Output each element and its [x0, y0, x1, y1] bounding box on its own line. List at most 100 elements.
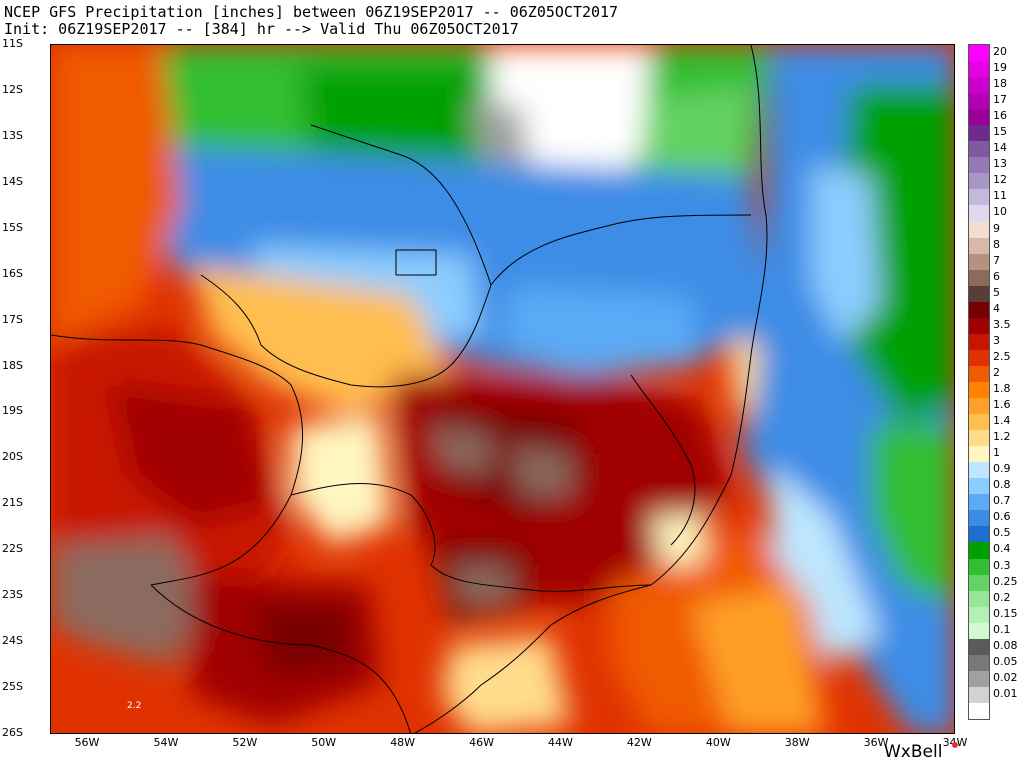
legend-label: 3.5: [993, 317, 1011, 331]
legend-swatch: [969, 333, 989, 351]
legend-label: 17: [993, 93, 1007, 107]
state-border-2: [200, 274, 492, 388]
legend-swatch: [969, 446, 989, 463]
lon-label: 54W: [153, 736, 179, 749]
legend-swatch: [969, 670, 989, 688]
legend-swatch: [969, 558, 989, 576]
legend-swatch: [969, 430, 989, 447]
legend-swatch: [969, 93, 989, 110]
legend-swatch: [969, 221, 989, 239]
legend-swatch: [969, 510, 989, 527]
state-border-6: [490, 214, 752, 286]
legend-swatch: [969, 574, 989, 592]
lon-label: 36W: [863, 736, 889, 749]
legend-swatch: [969, 125, 989, 142]
legend-label: 1.8: [993, 382, 1011, 395]
precip-field: [51, 45, 954, 733]
legend-swatch: [969, 365, 989, 383]
precipitation-map-svg: [51, 45, 954, 733]
legend-label: 0.02: [993, 670, 1018, 684]
lat-label: 16S: [2, 266, 23, 280]
legend-swatch: [969, 61, 989, 78]
state-border-4: [150, 494, 292, 586]
legend-label: 0.1: [993, 622, 1011, 636]
lat-label: 12S: [2, 82, 23, 96]
legend-swatch: [969, 189, 989, 206]
lat-label: 15S: [2, 220, 23, 234]
legend-swatch: [969, 414, 989, 431]
legend-label: 0.25: [993, 574, 1018, 588]
legend-swatch: [969, 606, 989, 624]
lat-label: 14S: [2, 174, 23, 188]
state-border-3: [290, 482, 652, 592]
legend-label: 0.15: [993, 606, 1018, 620]
legend-swatch: [969, 398, 989, 415]
legend-swatch: [969, 173, 989, 190]
legend-label: 3: [993, 333, 1000, 347]
legend-swatch: [969, 45, 989, 62]
legend-label: 8: [993, 237, 1000, 251]
legend-label: 19: [993, 61, 1007, 75]
lat-label: 13S: [2, 128, 23, 142]
legend-label: 11: [993, 189, 1007, 203]
lon-label: 42W: [626, 736, 652, 749]
legend-swatch: [969, 269, 989, 287]
legend-swatch: [969, 702, 989, 720]
legend-swatch: [969, 253, 989, 271]
map-subtitle: Init: 06Z19SEP2017 -- [384] hr --> Valid…: [4, 20, 519, 38]
logo-dot-icon: [952, 742, 958, 748]
legend-label: 2: [993, 365, 1000, 379]
legend-label: 0.05: [993, 654, 1018, 668]
legend-swatch: [969, 494, 989, 511]
legend-label: 9: [993, 221, 1000, 235]
legend-label: 2.5: [993, 349, 1011, 363]
legend-label: 1: [993, 446, 1000, 460]
legend-label: 0.2: [993, 590, 1011, 604]
legend-label: 0.6: [993, 510, 1011, 524]
point-value-label: 2.2: [127, 701, 142, 711]
legend-label: 0.3: [993, 558, 1011, 572]
legend-label: 14: [993, 141, 1007, 155]
legend-swatch: [969, 686, 989, 704]
legend-swatch: [969, 654, 989, 672]
lon-label: 44W: [548, 736, 573, 749]
legend-swatch: [969, 141, 989, 158]
legend-label: 0.01: [993, 686, 1018, 700]
lon-label: 52W: [232, 736, 258, 749]
legend-label: 0.9: [993, 462, 1011, 476]
lon-label: 48W: [390, 736, 416, 749]
legend-swatch: [969, 77, 989, 94]
legend-swatch: [969, 478, 989, 495]
legend-label: 20: [993, 45, 1007, 58]
boundaries: [51, 45, 768, 733]
legend-label: 1.6: [993, 398, 1011, 412]
lat-label: 18S: [2, 358, 23, 372]
federal-district: [395, 249, 437, 276]
legend-swatch: [969, 526, 989, 543]
map-title: NCEP GFS Precipitation [inches] between …: [4, 3, 619, 21]
state-border-8: [630, 374, 696, 546]
legend-swatch: [969, 285, 989, 303]
precipitation-map[interactable]: [50, 44, 955, 734]
state-border-1: [51, 334, 303, 496]
legend-label: 6: [993, 269, 1000, 283]
state-border-5: [150, 584, 411, 733]
lat-label: 22S: [2, 542, 23, 556]
legend-label: 0.5: [993, 526, 1011, 540]
legend-swatch: [969, 638, 989, 656]
lon-label: 50W: [311, 736, 337, 749]
legend-swatch: [969, 205, 989, 223]
legend-label: 0.7: [993, 494, 1011, 508]
legend-swatch: [969, 542, 989, 560]
legend-label: 12: [993, 173, 1007, 187]
color-legend: [968, 44, 990, 720]
legend-label: 4: [993, 301, 1000, 315]
legend-label: 16: [993, 109, 1007, 123]
legend-label: 0.08: [993, 638, 1018, 652]
lat-label: 23S: [2, 588, 23, 602]
legend-swatch: [969, 382, 989, 399]
legend-label: 10: [993, 205, 1007, 219]
lon-label: 38W: [784, 736, 810, 749]
lon-label: 46W: [469, 736, 494, 749]
legend-swatch: [969, 157, 989, 174]
